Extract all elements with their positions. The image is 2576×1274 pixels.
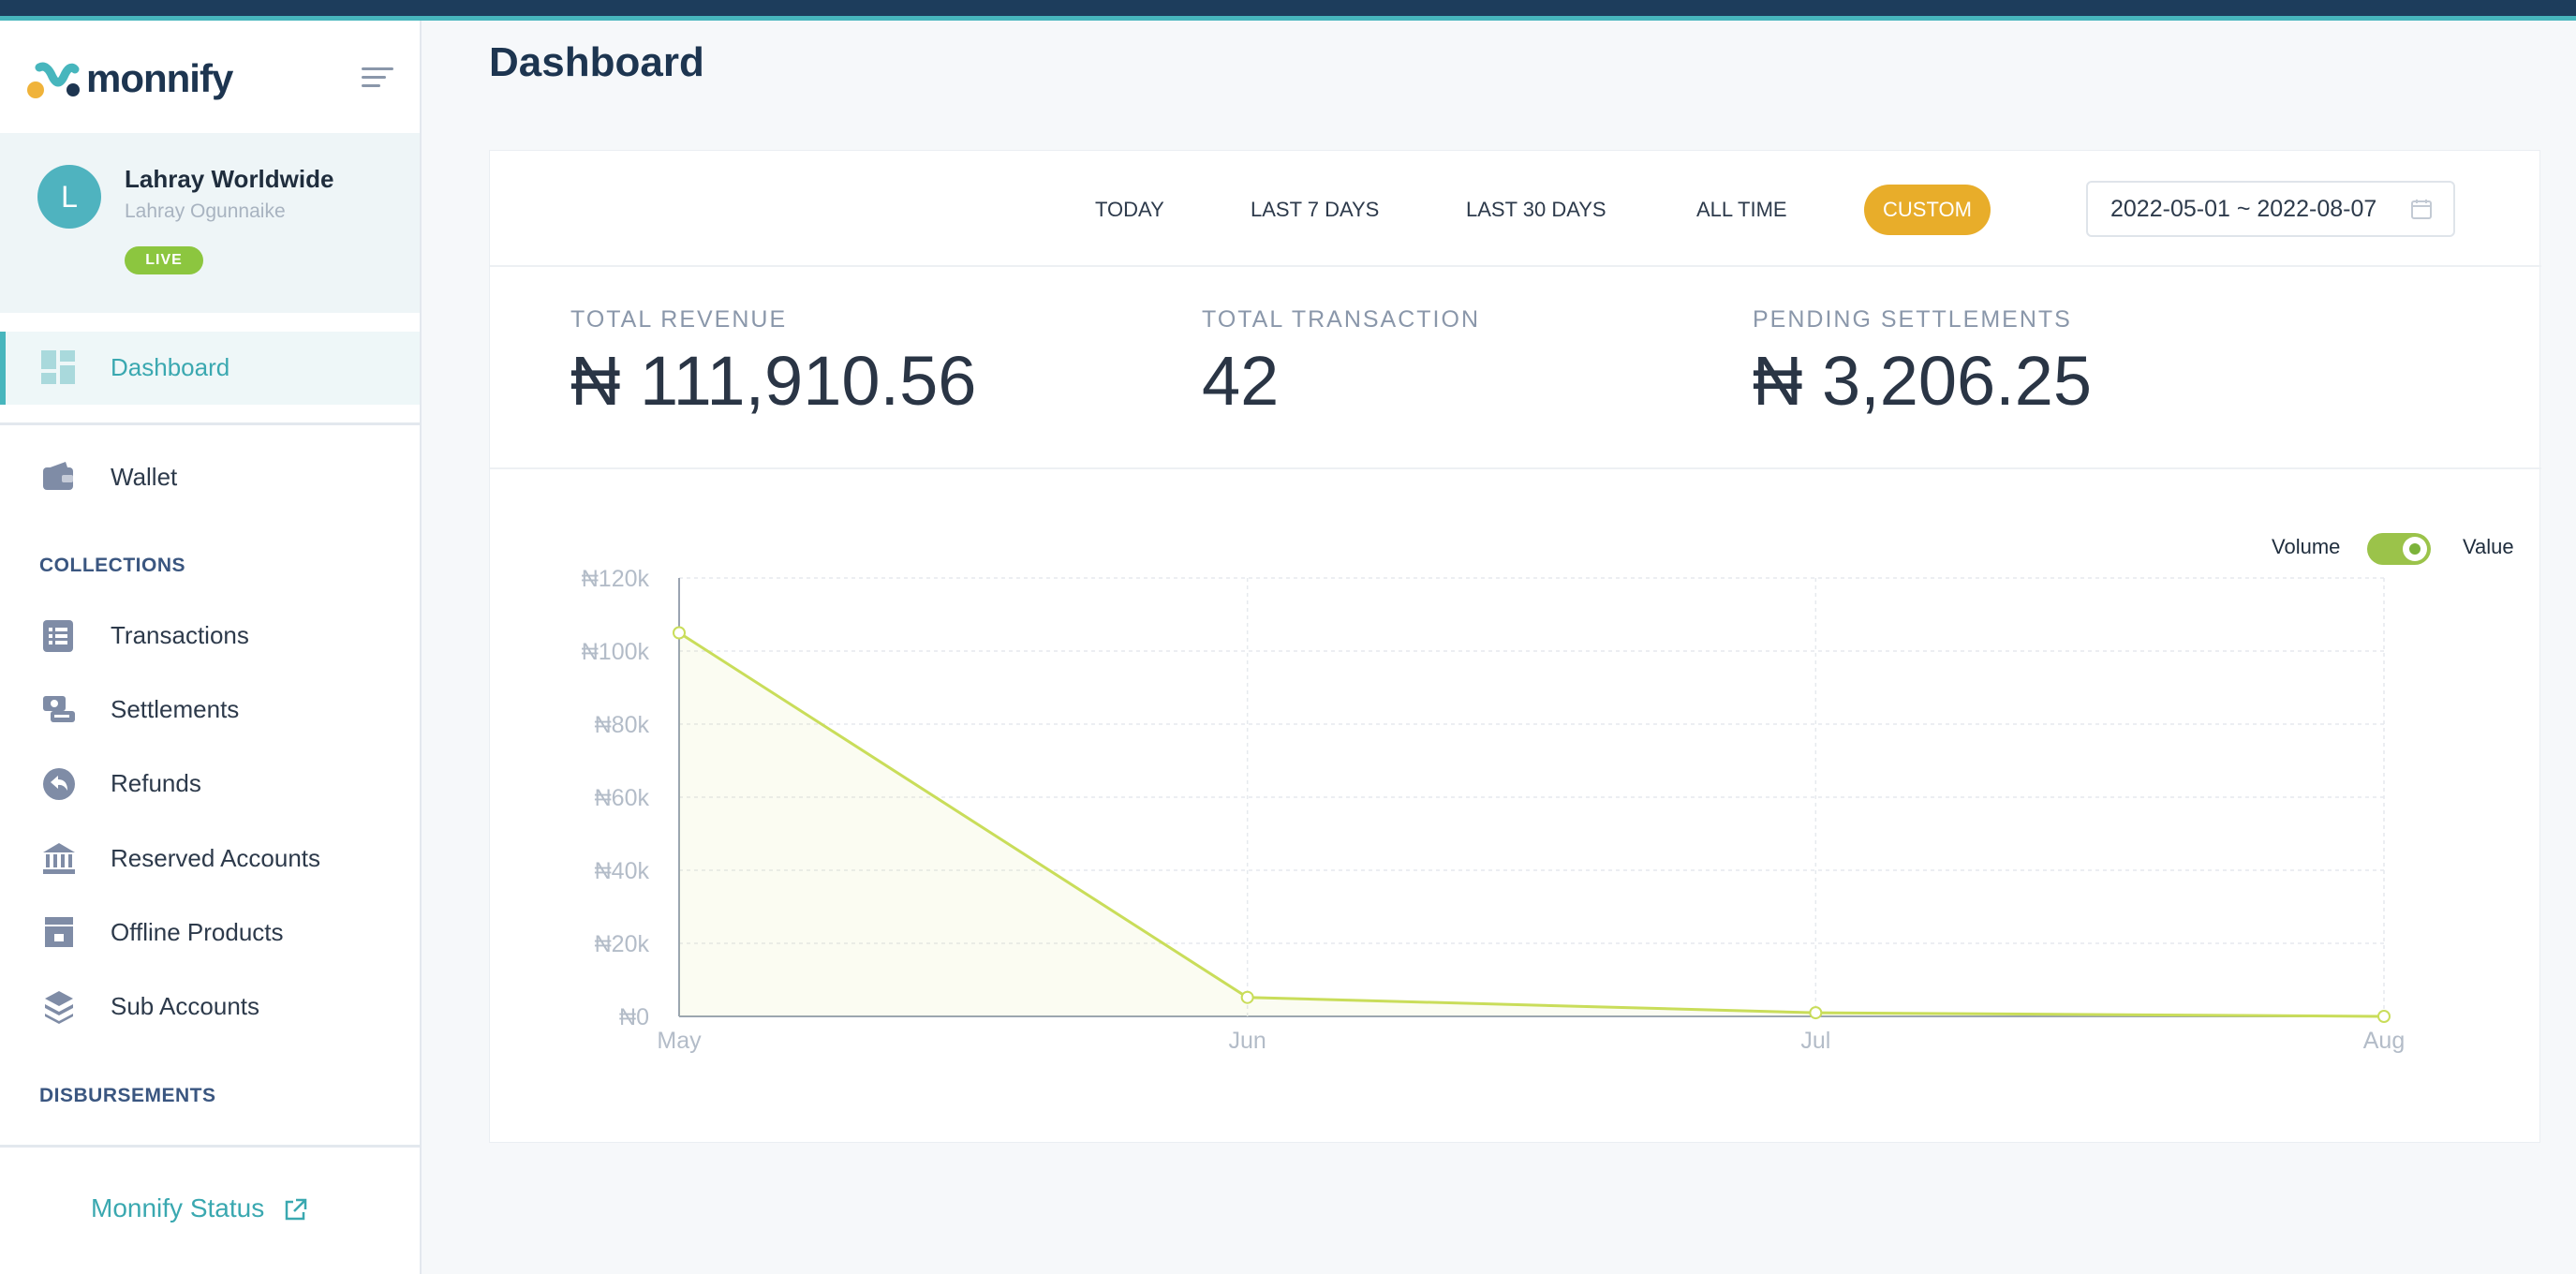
wallet-icon xyxy=(43,462,73,490)
user-name: Lahray Ogunnaike xyxy=(125,200,286,222)
dashboard-card: TODAY LAST 7 DAYS LAST 30 DAYS ALL TIME … xyxy=(489,150,2541,1143)
dashboard-icon xyxy=(41,350,75,384)
pending-settlements-stat: PENDING SETTLEMENTS ₦ 3,206.25 xyxy=(1753,306,2092,421)
disbursements-section-title: DISBURSEMENTS xyxy=(39,1085,216,1106)
toggle-knob xyxy=(2403,537,2427,561)
collections-section-title: COLLECTIONS xyxy=(39,555,185,576)
sidebar-item-label: Transactions xyxy=(111,621,249,649)
volume-value-switch[interactable] xyxy=(2367,533,2431,565)
status-link-label: Monnify Status xyxy=(91,1193,265,1222)
refund-arrow-icon xyxy=(43,768,75,800)
bank-icon xyxy=(43,843,75,874)
brand-logo[interactable]: monnify xyxy=(26,56,401,112)
series-line xyxy=(678,631,2385,1018)
volume-value-toggle: Volume Value xyxy=(2272,533,2534,567)
sidebar-item-label: Offline Products xyxy=(111,918,284,946)
stat-value: ₦ 111,910.56 xyxy=(570,342,977,420)
divider xyxy=(0,1145,420,1148)
data-point xyxy=(1809,1006,1823,1020)
sidebar-item-reserved-accounts[interactable]: Reserved Accounts xyxy=(0,822,420,896)
x-tick-label: May xyxy=(657,1028,702,1054)
stat-value: 42 xyxy=(1202,342,1280,420)
y-tick-label: ₦100k xyxy=(582,639,650,665)
sidebar-item-label: Dashboard xyxy=(111,353,230,381)
toggle-value-label: Value xyxy=(2463,535,2514,558)
external-link-icon xyxy=(285,1198,307,1220)
sidebar-item-label: Wallet xyxy=(111,463,178,491)
business-name: Lahray Worldwide xyxy=(125,165,334,193)
avatar: L xyxy=(37,165,101,229)
list-icon xyxy=(43,620,73,652)
sidebar-item-settlements[interactable]: Settlements xyxy=(0,674,420,747)
page-title: Dashboard xyxy=(489,39,704,85)
filter-today-button[interactable]: TODAY xyxy=(1095,198,1164,221)
x-tick-label: Jul xyxy=(1800,1028,1830,1054)
profile-card[interactable]: L Lahray Worldwide Lahray Ogunnaike LIVE xyxy=(0,133,420,313)
live-status-badge: LIVE xyxy=(125,246,203,274)
series-area xyxy=(679,632,2384,1016)
date-filter-bar: TODAY LAST 7 DAYS LAST 30 DAYS ALL TIME … xyxy=(490,151,2541,267)
top-bar xyxy=(0,0,2576,21)
stat-value: ₦ 3,206.25 xyxy=(1753,342,2093,420)
sidebar-item-label: Reserved Accounts xyxy=(111,844,321,872)
y-tick-label: ₦20k xyxy=(595,931,650,957)
money-icon xyxy=(43,696,75,722)
sidebar-item-transactions[interactable]: Transactions xyxy=(0,600,420,673)
filter-last-30-days-button[interactable]: LAST 30 DAYS xyxy=(1466,198,1606,221)
brand-name: monnify xyxy=(86,56,233,100)
data-point xyxy=(1240,990,1254,1004)
data-point xyxy=(673,626,686,640)
y-tick-label: ₦0 xyxy=(619,1004,649,1030)
stat-label: PENDING SETTLEMENTS xyxy=(1753,306,2072,333)
total-revenue-stat: TOTAL REVENUE ₦ 111,910.56 xyxy=(570,306,976,421)
monnify-logo-icon xyxy=(27,62,80,98)
sidebar-item-offline-products[interactable]: Offline Products xyxy=(0,896,420,970)
sidebar-item-sub-accounts[interactable]: Sub Accounts xyxy=(0,970,420,1044)
stat-label: TOTAL TRANSACTION xyxy=(1202,306,1481,333)
sidebar-item-label: Sub Accounts xyxy=(111,992,259,1020)
stats-row: TOTAL REVENUE ₦ 111,910.56 TOTAL TRANSAC… xyxy=(490,267,2541,469)
y-tick-label: ₦40k xyxy=(595,858,650,884)
layers-icon xyxy=(45,991,73,1024)
store-icon xyxy=(45,917,73,947)
sidebar-item-label: Refunds xyxy=(111,769,201,797)
divider xyxy=(0,422,420,425)
total-transaction-stat: TOTAL TRANSACTION 42 xyxy=(1202,306,1480,421)
y-tick-label: ₦80k xyxy=(595,712,650,738)
x-tick-label: Aug xyxy=(2363,1028,2405,1054)
revenue-chart: ₦0 ₦20k ₦40k ₦60k ₦80k ₦100k ₦120k May Jun Jul Aug xyxy=(582,566,2406,1054)
data-point xyxy=(2377,1010,2391,1023)
toggle-volume-label: Volume xyxy=(2272,535,2341,558)
sidebar-item-refunds[interactable]: Refunds xyxy=(0,748,420,821)
sidebar-item-label: Settlements xyxy=(111,695,240,723)
x-tick-label: Jun xyxy=(1229,1028,1266,1054)
sidebar: monnify L Lahray Worldwide Lahray Ogunna… xyxy=(0,21,422,1274)
filter-all-time-button[interactable]: ALL TIME xyxy=(1696,198,1787,221)
monnify-status-link[interactable]: Monnify Status xyxy=(91,1193,307,1223)
y-tick-label: ₦120k xyxy=(582,566,650,592)
sidebar-item-dashboard[interactable]: Dashboard xyxy=(0,332,420,405)
calendar-icon xyxy=(2411,200,2432,219)
stat-label: TOTAL REVENUE xyxy=(570,306,788,333)
filter-custom-button[interactable]: CUSTOM xyxy=(1864,185,1991,235)
hamburger-menu-icon[interactable] xyxy=(362,67,393,92)
sidebar-item-wallet[interactable]: Wallet xyxy=(0,441,420,514)
date-range-value: 2022-05-01 ~ 2022-08-07 xyxy=(2110,196,2377,222)
date-range-picker[interactable]: 2022-05-01 ~ 2022-08-07 xyxy=(2086,181,2455,237)
filter-last-7-days-button[interactable]: LAST 7 DAYS xyxy=(1251,198,1380,221)
y-tick-label: ₦60k xyxy=(595,785,650,811)
